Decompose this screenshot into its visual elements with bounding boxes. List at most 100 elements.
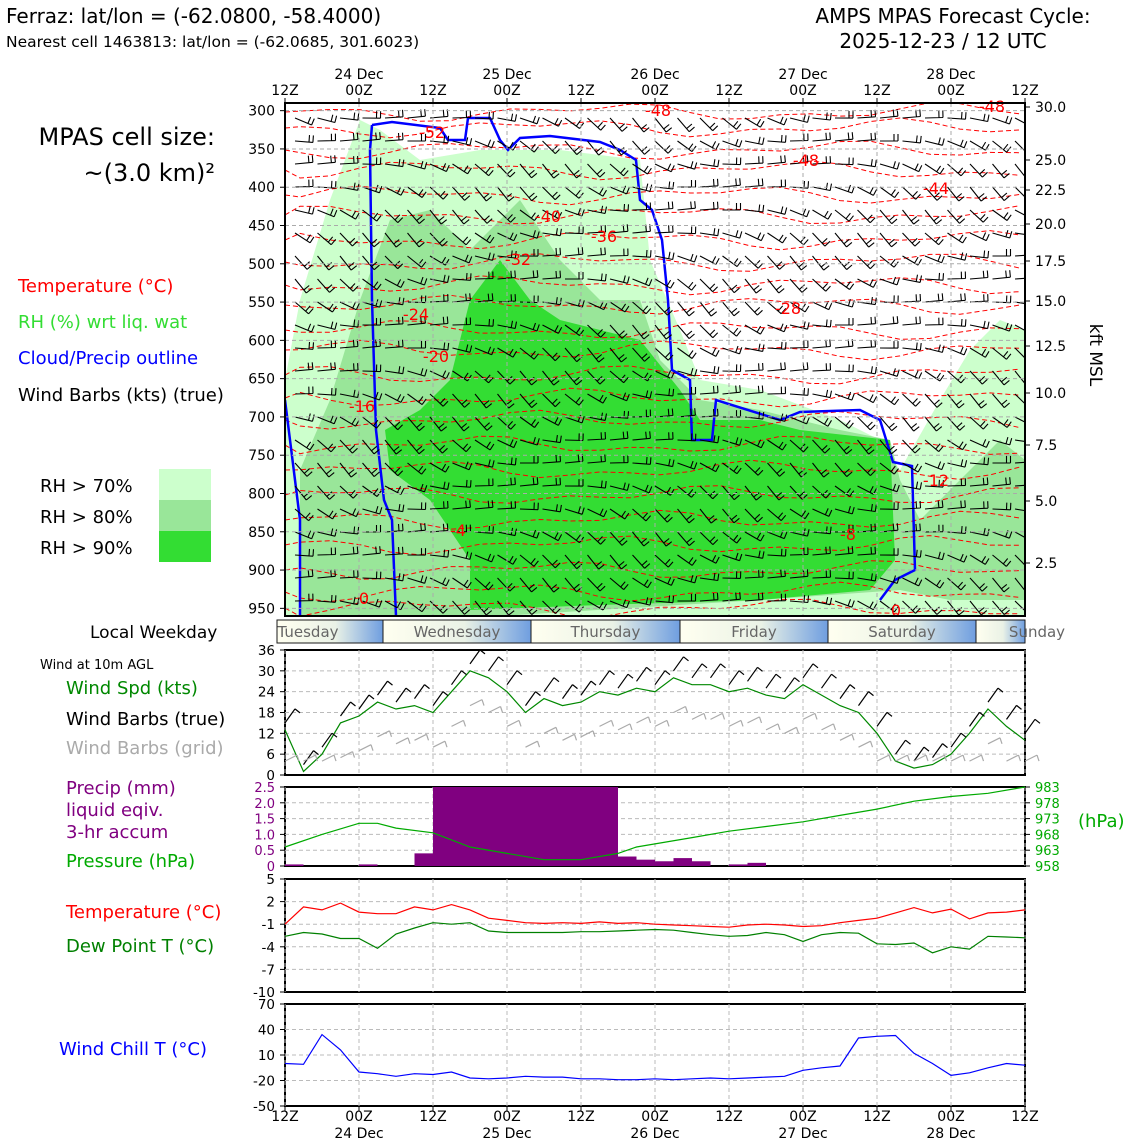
wind-barb (677, 253, 698, 263)
wind-barb (699, 572, 720, 582)
wind-barb (654, 485, 675, 496)
wind-barb (879, 255, 899, 268)
wind-barb (587, 480, 607, 489)
wind-barb (362, 598, 383, 608)
wind-barb-true (932, 743, 948, 758)
wind-barb (452, 479, 472, 488)
wind-barb-true (562, 684, 578, 699)
wind-barb (407, 341, 427, 349)
wind-barb (542, 454, 562, 464)
wind-barb-true (358, 694, 375, 710)
wind-barb (722, 345, 743, 355)
wind-barb (744, 343, 765, 352)
wind-barb (632, 370, 652, 382)
wind-barb (474, 553, 495, 563)
wind-barb (317, 321, 338, 330)
wind-barb (497, 320, 518, 330)
wind-barb-grid (340, 751, 356, 759)
precip-bar (544, 787, 563, 866)
kft-tick-label: 2.5 (1035, 556, 1057, 572)
wind-barb (294, 301, 314, 315)
wind-barb (789, 547, 809, 556)
wind-barb (654, 554, 674, 568)
bottom-date-label: 26 Dec (630, 1126, 679, 1140)
wind-barb (654, 508, 673, 523)
wind-barb (812, 278, 831, 292)
wind-barb (722, 138, 743, 148)
wind-barb (902, 186, 921, 200)
wind-barb-true (673, 656, 689, 672)
precip-bar (562, 787, 581, 866)
wind-barb (857, 232, 875, 248)
wind-barb (722, 301, 740, 317)
temperature-contour (285, 103, 1021, 122)
windchill-tick-label: 40 (258, 1023, 275, 1039)
temperature-contour-label: 0 (891, 601, 901, 620)
wind-barb (699, 278, 718, 293)
top-time-label: 12Z (567, 83, 594, 99)
wind-barb (969, 501, 989, 510)
wind-barb (879, 341, 899, 349)
top-date-label: 27 Dec (778, 67, 827, 83)
wind-barb (744, 385, 764, 395)
wind-barb (542, 370, 560, 386)
kft-tick-label: 20.0 (1035, 217, 1066, 233)
wind-barb (587, 431, 607, 441)
wind-barb (474, 163, 494, 177)
wind-barb (317, 155, 336, 165)
wind-barb (789, 301, 810, 313)
wind-barb-true (765, 673, 782, 689)
precip-tick-label: 2.0 (254, 797, 275, 812)
wind-barb (879, 483, 900, 493)
precip-bar (655, 861, 674, 866)
top-time-label: 12Z (419, 83, 446, 99)
wind-barb (497, 416, 516, 430)
hpa-unit-label: (hPa) (1078, 811, 1125, 832)
temperature-contour-label: -36 (591, 227, 617, 246)
wind-barb (294, 362, 314, 372)
wind-barb (497, 232, 518, 242)
wind-barb (902, 274, 923, 283)
wind-barb (789, 387, 809, 396)
wind-barb (542, 477, 562, 487)
temperature-contour-label: -16 (349, 397, 375, 416)
wind-barbs-true-label: Wind Barbs (true) (66, 709, 225, 730)
wind-barb (992, 600, 1010, 616)
wind-barb (429, 481, 450, 490)
wind-barb (519, 393, 538, 409)
top-date-label: 26 Dec (630, 67, 679, 83)
wind-barb (1014, 232, 1025, 236)
wind-barb (767, 386, 787, 395)
wind-barb (789, 114, 810, 123)
temperature-contour (285, 275, 1021, 296)
wind-barb-true (340, 701, 356, 717)
wind-barb-true (1024, 718, 1041, 734)
wind-barb-grid (932, 754, 948, 762)
wind-barb (969, 209, 989, 223)
wind-barb (317, 415, 338, 425)
kft-tick-label: 7.5 (1035, 438, 1057, 454)
precip-tick-label: 2.5 (254, 781, 275, 796)
temperature-contour-label: -8 (840, 525, 856, 544)
wind-barb (744, 204, 765, 213)
wind-barb-grid (321, 754, 337, 762)
top-time-label: 12Z (1011, 83, 1038, 99)
wind-barb (992, 347, 1012, 360)
wind-barb (407, 316, 426, 326)
precip-bar (470, 787, 489, 866)
wind-barb (317, 114, 338, 124)
wind-barb (362, 184, 383, 194)
wind-barb (992, 577, 1010, 593)
wind-barb (474, 439, 495, 451)
wind-barb (564, 531, 585, 544)
wind-barb (474, 478, 494, 487)
wind-barb-grid (1006, 754, 1022, 762)
wind-barb (947, 478, 967, 487)
wind-barb-grid (839, 733, 855, 741)
wind-barb (654, 432, 674, 441)
wind-barb (587, 370, 606, 385)
wind-barb (519, 370, 538, 386)
wind-barb (812, 255, 830, 271)
wind-barb (924, 439, 944, 453)
